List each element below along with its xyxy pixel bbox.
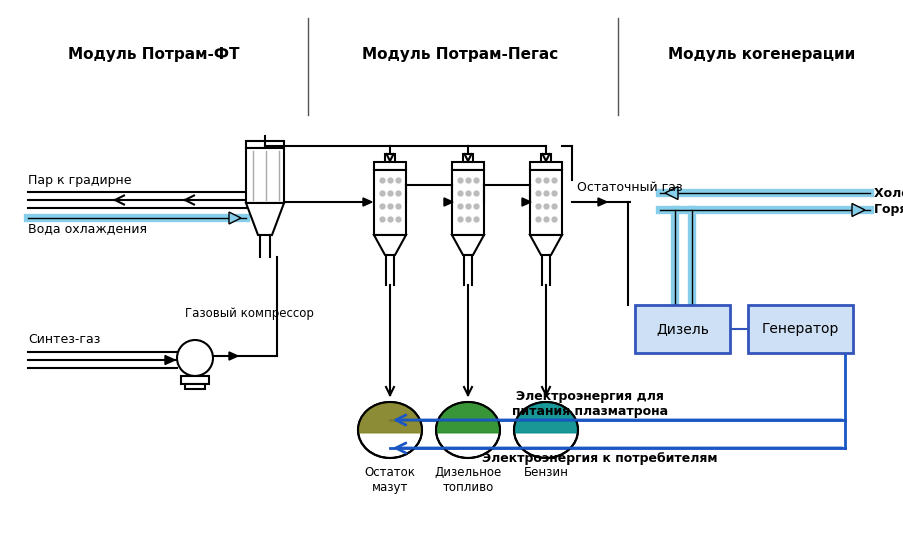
Ellipse shape bbox=[514, 402, 577, 458]
Polygon shape bbox=[598, 198, 606, 206]
Text: Синтез-газ: Синтез-газ bbox=[28, 333, 100, 346]
Bar bbox=[529, 170, 562, 235]
Text: Дизель: Дизель bbox=[656, 322, 708, 336]
Bar bbox=[385, 154, 395, 162]
Text: Остаток
мазут: Остаток мазут bbox=[364, 466, 415, 494]
Polygon shape bbox=[452, 235, 483, 255]
Polygon shape bbox=[228, 352, 237, 360]
Text: Модуль когенерации: Модуль когенерации bbox=[667, 47, 854, 63]
Bar bbox=[246, 148, 284, 203]
Text: Генератор: Генератор bbox=[761, 322, 838, 336]
Polygon shape bbox=[435, 402, 499, 433]
Polygon shape bbox=[363, 198, 372, 206]
Text: Модуль Потрам-Пегас: Модуль Потрам-Пегас bbox=[361, 47, 557, 63]
Bar bbox=[374, 170, 405, 235]
Bar bbox=[185, 384, 205, 389]
Polygon shape bbox=[521, 198, 530, 206]
Polygon shape bbox=[851, 203, 864, 217]
Text: Дизельное
топливо: Дизельное топливо bbox=[434, 466, 501, 494]
Polygon shape bbox=[165, 355, 175, 364]
Circle shape bbox=[177, 340, 213, 376]
Polygon shape bbox=[514, 402, 577, 433]
Polygon shape bbox=[665, 187, 677, 200]
Ellipse shape bbox=[358, 402, 422, 458]
Text: Пар к градирне: Пар к градирне bbox=[28, 174, 131, 187]
Polygon shape bbox=[529, 235, 562, 255]
Text: Вода охлаждения: Вода охлаждения bbox=[28, 222, 147, 235]
Bar bbox=[529, 162, 562, 170]
Bar bbox=[374, 162, 405, 170]
Ellipse shape bbox=[435, 402, 499, 458]
Polygon shape bbox=[228, 212, 241, 224]
Text: Газовый компрессор: Газовый компрессор bbox=[185, 307, 313, 320]
Text: Горячая вода: Горячая вода bbox=[873, 203, 903, 217]
Bar bbox=[540, 154, 551, 162]
Bar bbox=[246, 141, 284, 148]
Polygon shape bbox=[443, 198, 452, 206]
Polygon shape bbox=[246, 203, 284, 235]
FancyBboxPatch shape bbox=[634, 305, 730, 353]
FancyBboxPatch shape bbox=[747, 305, 852, 353]
Text: Остаточный газ: Остаточный газ bbox=[576, 181, 682, 194]
Text: Холодная вода: Холодная вода bbox=[873, 187, 903, 200]
Text: Электроэнергия для
питания плазматрона: Электроэнергия для питания плазматрона bbox=[511, 390, 667, 418]
Text: Бензин: Бензин bbox=[523, 466, 568, 479]
Bar bbox=[452, 162, 483, 170]
Bar bbox=[452, 170, 483, 235]
Polygon shape bbox=[374, 235, 405, 255]
Polygon shape bbox=[358, 402, 422, 433]
Text: Электроэнергия к потребителям: Электроэнергия к потребителям bbox=[481, 452, 717, 465]
Bar bbox=[462, 154, 472, 162]
Text: Модуль Потрам-ФТ: Модуль Потрам-ФТ bbox=[68, 47, 239, 63]
Bar bbox=[181, 376, 209, 384]
